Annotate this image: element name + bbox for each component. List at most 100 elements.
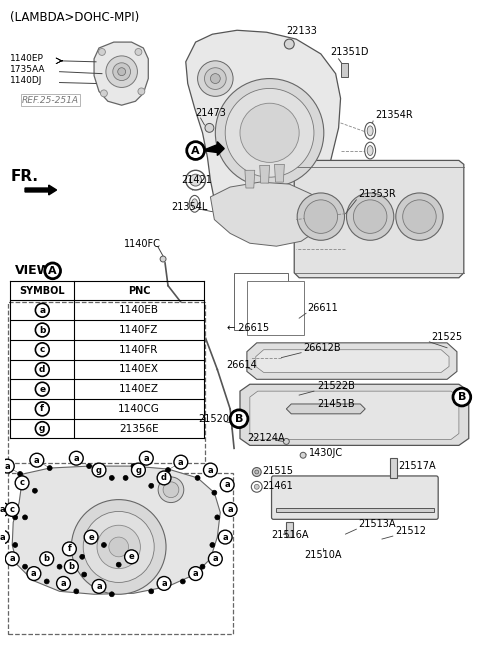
Circle shape bbox=[109, 475, 114, 481]
Bar bbox=[341, 63, 348, 77]
Text: 1140FR: 1140FR bbox=[119, 345, 158, 355]
Text: a: a bbox=[224, 481, 230, 489]
Circle shape bbox=[36, 402, 49, 416]
Circle shape bbox=[453, 388, 471, 406]
Text: a: a bbox=[222, 533, 228, 542]
Text: PNC: PNC bbox=[128, 285, 150, 295]
Text: g: g bbox=[96, 465, 102, 475]
Circle shape bbox=[57, 564, 62, 569]
Text: 21515: 21515 bbox=[263, 466, 294, 476]
Circle shape bbox=[223, 502, 237, 516]
Text: d: d bbox=[161, 473, 167, 483]
Text: 1140EZ: 1140EZ bbox=[119, 384, 159, 394]
Ellipse shape bbox=[367, 126, 373, 136]
Text: 1140EP: 1140EP bbox=[10, 54, 44, 64]
Text: FR.: FR. bbox=[10, 169, 38, 183]
Polygon shape bbox=[275, 164, 284, 182]
Ellipse shape bbox=[367, 146, 373, 156]
Text: a: a bbox=[207, 465, 213, 475]
Circle shape bbox=[44, 579, 49, 584]
Text: REF.25-251A: REF.25-251A bbox=[22, 96, 79, 105]
Circle shape bbox=[84, 530, 98, 544]
Text: a: a bbox=[31, 569, 36, 578]
Text: b: b bbox=[68, 562, 74, 571]
Bar bbox=[8, 473, 233, 634]
Circle shape bbox=[252, 481, 262, 493]
Text: b: b bbox=[39, 326, 46, 334]
Text: a: a bbox=[161, 579, 167, 588]
Text: 21356E: 21356E bbox=[119, 424, 159, 434]
Circle shape bbox=[36, 382, 49, 396]
Circle shape bbox=[12, 542, 18, 547]
Text: 21354R: 21354R bbox=[375, 110, 413, 120]
Circle shape bbox=[113, 63, 131, 81]
Circle shape bbox=[118, 68, 126, 75]
Polygon shape bbox=[250, 391, 459, 440]
Text: 1140DJ: 1140DJ bbox=[10, 76, 43, 85]
Circle shape bbox=[149, 589, 154, 594]
Text: 1140EX: 1140EX bbox=[119, 365, 159, 375]
Text: 21516A: 21516A bbox=[272, 530, 309, 540]
Circle shape bbox=[240, 103, 299, 162]
Circle shape bbox=[304, 200, 337, 234]
Circle shape bbox=[36, 422, 49, 436]
Polygon shape bbox=[25, 185, 57, 195]
Text: a: a bbox=[0, 505, 5, 514]
Polygon shape bbox=[287, 404, 365, 414]
Polygon shape bbox=[245, 170, 255, 188]
Circle shape bbox=[163, 482, 179, 498]
Polygon shape bbox=[294, 160, 464, 278]
Circle shape bbox=[131, 463, 136, 469]
Text: a: a bbox=[0, 533, 5, 542]
Circle shape bbox=[157, 471, 171, 485]
Circle shape bbox=[36, 303, 49, 317]
Circle shape bbox=[100, 90, 108, 97]
Circle shape bbox=[132, 463, 145, 477]
Circle shape bbox=[403, 200, 436, 234]
Circle shape bbox=[198, 61, 233, 97]
Polygon shape bbox=[203, 142, 224, 156]
Text: a: a bbox=[193, 569, 198, 578]
Circle shape bbox=[15, 476, 29, 490]
Circle shape bbox=[220, 478, 234, 492]
Polygon shape bbox=[12, 466, 220, 594]
Bar bbox=[247, 281, 304, 335]
Circle shape bbox=[204, 463, 217, 477]
Circle shape bbox=[204, 68, 226, 89]
Circle shape bbox=[347, 193, 394, 240]
Circle shape bbox=[166, 467, 170, 473]
Circle shape bbox=[200, 564, 205, 569]
Bar bbox=[287, 522, 293, 537]
Bar bbox=[8, 303, 205, 463]
Circle shape bbox=[396, 193, 443, 240]
Text: 1140FZ: 1140FZ bbox=[119, 325, 158, 335]
Text: a: a bbox=[144, 453, 149, 463]
Circle shape bbox=[27, 567, 41, 581]
Circle shape bbox=[40, 552, 54, 565]
Circle shape bbox=[123, 475, 128, 481]
Bar bbox=[234, 273, 288, 330]
Circle shape bbox=[216, 79, 324, 187]
Text: 21473: 21473 bbox=[196, 108, 227, 118]
Circle shape bbox=[82, 572, 87, 577]
Text: 21522B: 21522B bbox=[317, 381, 355, 391]
Text: 22124A: 22124A bbox=[247, 434, 285, 444]
Ellipse shape bbox=[365, 142, 375, 159]
Circle shape bbox=[283, 438, 289, 444]
Circle shape bbox=[12, 515, 18, 520]
Circle shape bbox=[45, 263, 60, 279]
Text: e: e bbox=[129, 552, 134, 561]
Circle shape bbox=[80, 554, 84, 559]
Circle shape bbox=[149, 483, 154, 489]
Circle shape bbox=[36, 343, 49, 357]
Circle shape bbox=[190, 174, 202, 186]
Circle shape bbox=[158, 477, 184, 502]
Polygon shape bbox=[256, 350, 449, 373]
Text: 26612B: 26612B bbox=[303, 343, 341, 353]
Text: a: a bbox=[60, 579, 66, 588]
Circle shape bbox=[36, 323, 49, 337]
Text: a: a bbox=[4, 461, 10, 471]
Text: d: d bbox=[39, 365, 46, 374]
Circle shape bbox=[33, 489, 37, 493]
Text: 26611: 26611 bbox=[307, 303, 338, 313]
